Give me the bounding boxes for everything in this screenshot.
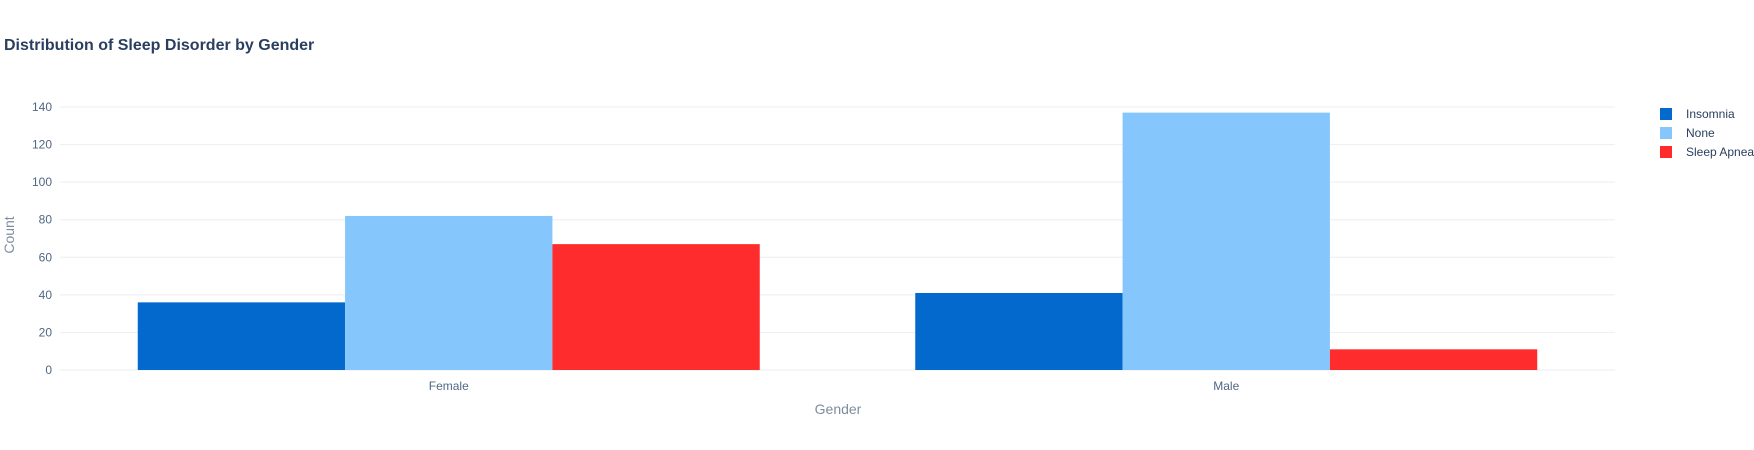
- y-tick-label: 80: [39, 213, 53, 227]
- y-tick-label: 60: [39, 250, 53, 264]
- bar-sleep-apnea-female: [552, 244, 760, 370]
- x-tick-label: Female: [429, 379, 469, 393]
- x-tick-label: Male: [1213, 379, 1239, 393]
- legend-label: Insomnia: [1686, 107, 1735, 121]
- legend-swatch: [1660, 146, 1672, 158]
- bar-none-female: [345, 215, 553, 370]
- legend: Insomnia None Sleep Apnea: [1660, 107, 1754, 159]
- y-tick-label: 140: [32, 100, 52, 114]
- bar-none-male: [1122, 112, 1330, 370]
- x-axis-ticks: Female Male: [429, 379, 1240, 393]
- y-axis-ticks: 0 20 40 60 80 100 120 140: [32, 100, 52, 377]
- y-tick-label: 120: [32, 138, 52, 152]
- bars: [137, 112, 1538, 370]
- chart-title: Distribution of Sleep Disorder by Gender: [4, 37, 314, 54]
- legend-swatch: [1660, 127, 1672, 139]
- y-tick-label: 0: [45, 363, 52, 377]
- bar-sleep-apnea-male: [1329, 349, 1538, 370]
- y-axis-title: Count: [1, 216, 17, 253]
- bar-insomnia-female: [137, 302, 346, 370]
- x-axis-title: Gender: [815, 401, 862, 417]
- y-tick-label: 100: [32, 175, 52, 189]
- legend-swatch: [1660, 108, 1672, 120]
- y-tick-label: 40: [39, 288, 53, 302]
- legend-label: None: [1686, 126, 1715, 140]
- legend-label: Sleep Apnea: [1686, 145, 1754, 159]
- bar-insomnia-male: [915, 292, 1123, 370]
- y-tick-label: 20: [39, 325, 53, 339]
